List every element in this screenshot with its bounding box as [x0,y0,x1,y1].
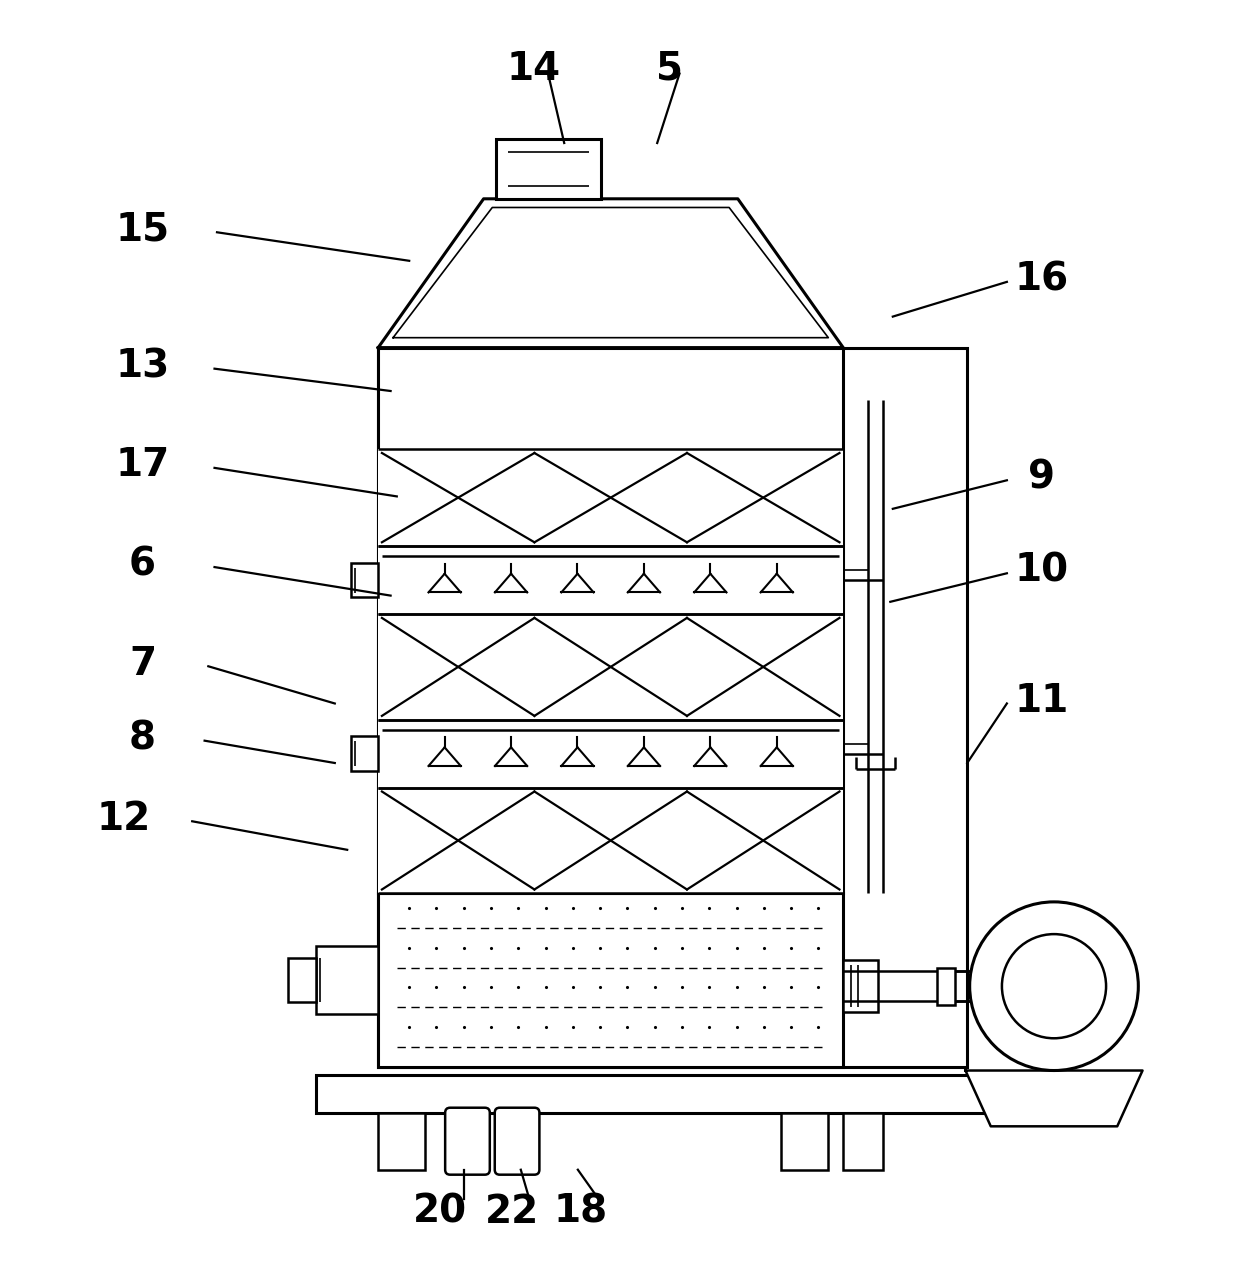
Bar [378,348,967,1067]
Text: 17: 17 [115,446,170,484]
Text: 10: 10 [1014,552,1069,590]
Text: 16: 16 [1014,261,1069,298]
Text: 15: 15 [115,211,170,249]
FancyBboxPatch shape [495,1108,539,1174]
Bar [351,562,378,597]
Bar [351,736,378,771]
Bar [378,720,843,787]
Bar [843,960,878,1012]
Bar [288,958,316,1002]
Bar [378,893,843,1067]
Bar [937,967,955,1005]
Polygon shape [966,1071,1142,1126]
Bar [378,546,843,615]
Bar [781,1113,828,1169]
Text: 14: 14 [506,50,560,88]
Bar [378,348,843,893]
Bar [843,1113,883,1169]
Text: 7: 7 [129,645,156,682]
Bar [378,450,843,546]
Text: 6: 6 [129,546,156,584]
Text: 22: 22 [485,1192,539,1231]
Circle shape [1002,934,1106,1038]
Text: 13: 13 [115,348,170,385]
Bar [496,139,601,199]
FancyBboxPatch shape [445,1108,490,1174]
Bar [316,1076,992,1113]
Text: 11: 11 [1014,682,1069,720]
Bar [378,787,843,893]
Bar [378,615,843,720]
Text: 12: 12 [97,800,151,838]
Text: 20: 20 [413,1192,467,1231]
Text: 18: 18 [553,1192,608,1231]
Polygon shape [378,199,843,348]
Circle shape [970,902,1138,1071]
Bar [316,946,378,1015]
Text: 8: 8 [129,720,156,757]
Text: 5: 5 [656,50,683,88]
Bar [378,1113,425,1169]
Text: 9: 9 [1028,459,1055,497]
